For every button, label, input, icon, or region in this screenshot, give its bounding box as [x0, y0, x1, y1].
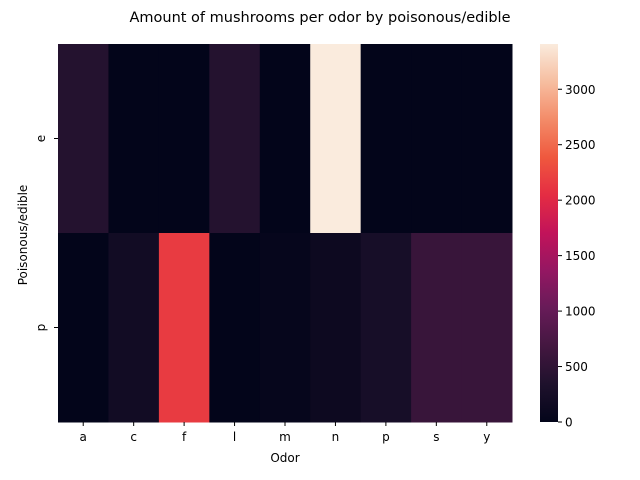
colorbar — [540, 44, 558, 422]
colorbar-tick-label: 3000 — [565, 83, 596, 97]
colorbar-ticks: 0 500 1000 1500 2000 2500 3000 — [558, 83, 596, 430]
x-tick-label: c — [130, 430, 137, 444]
x-tick-label: f — [182, 430, 187, 444]
x-tick-label: s — [433, 430, 439, 444]
x-tick-label: l — [233, 430, 236, 444]
heatmap-cell-p-m — [259, 233, 311, 423]
heatmap-cell-p-a — [58, 233, 109, 423]
heatmap-cell-e-p — [360, 44, 412, 234]
heatmap-cell-e-l — [209, 44, 261, 234]
colorbar-tick-label: 0 — [565, 416, 573, 430]
heatmap-cell-e-m — [259, 44, 311, 234]
x-tick-label: a — [80, 430, 87, 444]
y-axis-ticks: ep — [34, 135, 58, 332]
y-tick-label: p — [34, 324, 48, 332]
x-axis-label: Odor — [270, 451, 299, 465]
colorbar-tick-label: 1500 — [565, 249, 596, 263]
x-tick-label: n — [332, 430, 340, 444]
heatmap-cell-p-c — [108, 233, 160, 423]
y-axis-label: Poisonous/edible — [16, 185, 30, 286]
heatmap-cell-p-f — [158, 233, 210, 423]
heatmap-cell-e-c — [108, 44, 160, 234]
heatmap-cells — [58, 44, 513, 423]
chart-title: Amount of mushrooms per odor by poisonou… — [129, 10, 510, 26]
y-tick-label: e — [34, 135, 48, 142]
heatmap-cell-e-s — [411, 44, 463, 234]
heatmap-cell-p-n — [310, 233, 362, 423]
colorbar-tick-label: 1000 — [565, 305, 596, 319]
heatmap-cell-e-y — [461, 44, 513, 234]
x-tick-label: p — [382, 430, 390, 444]
heatmap-cell-e-f — [158, 44, 210, 234]
heatmap-cell-p-p — [360, 233, 412, 423]
colorbar-tick-label: 2000 — [565, 194, 596, 208]
x-tick-label: m — [279, 430, 291, 444]
heatmap-cell-p-l — [209, 233, 261, 423]
x-tick-label: y — [483, 430, 490, 444]
heatmap-cell-p-y — [461, 233, 513, 423]
colorbar-tick-label: 500 — [565, 360, 588, 374]
heatmap-cell-p-s — [411, 233, 463, 423]
heatmap-cell-e-a — [58, 44, 109, 234]
colorbar-tick-label: 2500 — [565, 138, 596, 152]
heatmap-cell-e-n — [310, 44, 362, 234]
